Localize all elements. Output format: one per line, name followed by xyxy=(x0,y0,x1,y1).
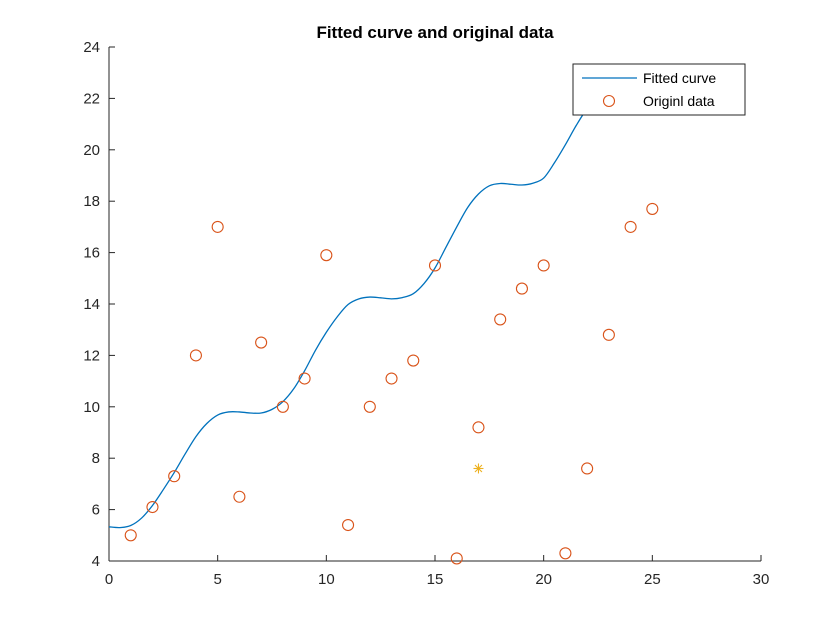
data-point-original xyxy=(211,220,224,233)
data-point-original xyxy=(581,462,594,475)
y-tick-label: 4 xyxy=(92,553,100,570)
data-point-original xyxy=(298,372,311,385)
data-point-original xyxy=(385,372,398,385)
data-point-original xyxy=(515,282,528,295)
data-point-original xyxy=(537,259,550,272)
x-tick-label: 30 xyxy=(753,571,770,588)
plot-area: 0 5 10 15 20 25 30 4 6 8 10 12 14 16 18 20 22 24 xyxy=(83,39,769,588)
x-tick-label: 15 xyxy=(427,571,444,588)
y-tick-label: 20 xyxy=(83,142,100,159)
x-tick-label: 25 xyxy=(644,571,661,588)
data-point-original xyxy=(255,336,268,349)
legend-label-fitted: Fitted curve xyxy=(643,70,716,86)
data-point-original xyxy=(320,249,333,262)
y-tick-label: 14 xyxy=(83,296,100,313)
data-point-original xyxy=(624,220,637,233)
x-tick-label: 5 xyxy=(213,571,221,588)
y-tick-label: 24 xyxy=(83,39,100,56)
y-tick-label: 10 xyxy=(83,399,100,416)
x-tick-label: 10 xyxy=(318,571,335,588)
series-fitted-curve xyxy=(109,90,610,529)
y-tick-label: 6 xyxy=(92,502,100,519)
data-point-original xyxy=(450,552,463,565)
data-point-original xyxy=(407,354,420,367)
data-point-original xyxy=(342,518,355,532)
data-point-original xyxy=(124,529,137,542)
legend-label-original: Originl data xyxy=(643,93,715,109)
data-point-original xyxy=(494,313,507,326)
data-point-original xyxy=(472,421,485,434)
y-tick-label: 12 xyxy=(83,347,100,364)
highlight-point-asterisk xyxy=(473,463,484,474)
y-tick-label: 16 xyxy=(83,245,100,262)
y-tick-label: 8 xyxy=(92,450,100,467)
data-point-original xyxy=(146,500,159,514)
chart-title: Fitted curve and original data xyxy=(316,23,554,42)
data-point-original xyxy=(168,470,181,483)
data-point-original xyxy=(602,328,615,341)
x-tick-label: 20 xyxy=(535,571,552,588)
y-tick-label: 18 xyxy=(83,193,100,210)
data-point-original xyxy=(559,547,572,560)
data-point-original xyxy=(233,490,246,503)
legend-box xyxy=(572,63,746,116)
data-point-original xyxy=(428,259,442,272)
legend-original-marker-sample xyxy=(602,94,616,108)
y-tick-label: 22 xyxy=(83,90,100,107)
data-point-original xyxy=(189,349,202,362)
data-point-original xyxy=(363,400,376,413)
data-point-original xyxy=(276,400,289,413)
legend: Fitted curve Originl data xyxy=(572,63,746,116)
data-point-original xyxy=(646,202,659,215)
x-tick-label: 0 xyxy=(105,571,113,588)
